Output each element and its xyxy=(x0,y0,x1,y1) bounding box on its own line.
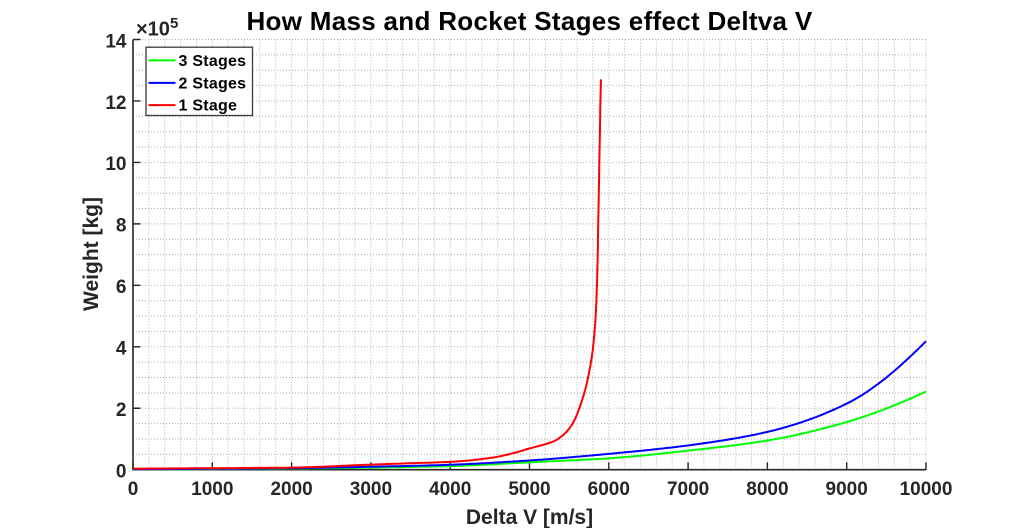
svg-text:1000: 1000 xyxy=(191,479,233,500)
svg-text:10: 10 xyxy=(105,154,126,175)
svg-text:2 Stages: 2 Stages xyxy=(179,76,247,93)
svg-text:3000: 3000 xyxy=(350,479,392,500)
svg-text:2: 2 xyxy=(116,400,127,421)
svg-text:9000: 9000 xyxy=(826,479,868,500)
svg-text:0: 0 xyxy=(116,462,127,483)
svg-text:Delta V [m/s]: Delta V [m/s] xyxy=(466,506,593,528)
svg-text:0: 0 xyxy=(128,479,139,500)
svg-text:12: 12 xyxy=(105,93,126,114)
svg-text:4: 4 xyxy=(116,339,127,360)
svg-text:6000: 6000 xyxy=(588,479,630,500)
svg-text:1 Stage: 1 Stage xyxy=(179,98,238,115)
svg-text:7000: 7000 xyxy=(667,479,709,500)
svg-text:How Mass and Rocket Stages eff: How Mass and Rocket Stages effect Deltva… xyxy=(246,6,812,36)
svg-text:5000: 5000 xyxy=(508,479,550,500)
svg-text:Weight [kg]: Weight [kg] xyxy=(80,197,103,311)
svg-text:8: 8 xyxy=(116,216,127,237)
svg-text:3 Stages: 3 Stages xyxy=(179,53,247,70)
svg-text:14: 14 xyxy=(105,31,127,52)
svg-text:2000: 2000 xyxy=(270,479,312,500)
svg-text:6: 6 xyxy=(116,277,127,298)
svg-text:8000: 8000 xyxy=(746,479,788,500)
svg-text:4000: 4000 xyxy=(429,479,471,500)
svg-text:10000: 10000 xyxy=(900,479,953,500)
